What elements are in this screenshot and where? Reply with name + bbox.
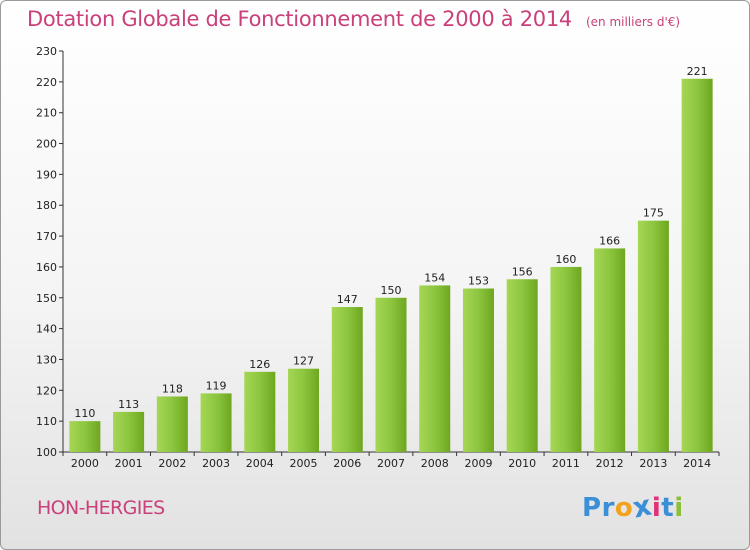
x-tick-label-2006: 2006: [333, 457, 361, 470]
bar-2005: [288, 368, 320, 452]
logo-letter: i: [651, 493, 662, 523]
value-label-2013: 175: [643, 207, 664, 220]
bar-2014: [681, 78, 713, 452]
logo-letter: t: [661, 493, 675, 523]
value-label-2003: 119: [206, 379, 227, 392]
x-tick-label-2000: 2000: [71, 457, 99, 470]
value-label-2012: 166: [599, 234, 620, 247]
x-tick-label-2007: 2007: [377, 457, 405, 470]
value-label-2006: 147: [337, 293, 358, 306]
y-tick-label: 150: [36, 292, 57, 305]
y-tick-label: 160: [36, 261, 57, 274]
proxiti-logo: Proxiti: [582, 488, 684, 524]
y-tick-label: 130: [36, 353, 57, 366]
y-tick-label: 200: [36, 138, 57, 151]
bar-2004: [244, 371, 276, 452]
value-label-2004: 126: [249, 358, 270, 371]
x-tick-label-2003: 2003: [202, 457, 230, 470]
y-tick-label: 120: [36, 384, 57, 397]
bar-2007: [375, 297, 407, 452]
bar-2012: [594, 248, 626, 452]
value-label-2001: 113: [118, 398, 139, 411]
bar-2003: [200, 393, 232, 452]
chart-title: Dotation Globale de Fonctionnement de 20…: [27, 7, 680, 31]
bar-2011: [550, 266, 582, 452]
x-tick-label-2010: 2010: [508, 457, 536, 470]
value-label-2008: 154: [424, 271, 445, 284]
bar-2002: [156, 396, 188, 452]
town-name: HON-HERGIES: [37, 497, 165, 519]
y-tick-label: 230: [36, 45, 57, 58]
bar-2006: [331, 307, 363, 452]
bar-2010: [506, 279, 538, 452]
axes: 100 110 120 130 140 150 160 170 180 190 200 210 220 2…: [36, 45, 720, 470]
value-label-2009: 153: [468, 275, 489, 288]
x-tick-label-2011: 2011: [552, 457, 580, 470]
y-tick-label: 110: [36, 415, 57, 428]
x-tick-label-2008: 2008: [421, 457, 449, 470]
x-tick-label-2014: 2014: [683, 457, 711, 470]
y-tick-label: 210: [36, 107, 57, 120]
value-label-2007: 150: [381, 284, 402, 297]
logo-letter: r: [601, 493, 615, 523]
bar-2013: [637, 220, 669, 452]
logo-letter: P: [582, 493, 602, 523]
logo-letter: o: [614, 493, 634, 523]
logo-letter: i: [674, 493, 684, 523]
x-tick-label-2004: 2004: [246, 457, 274, 470]
value-label-2000: 110: [74, 407, 95, 420]
x-tick-label-2012: 2012: [596, 457, 624, 470]
y-tick-label: 100: [36, 446, 57, 459]
x-tick-label-2013: 2013: [639, 457, 667, 470]
bar-2008: [419, 285, 451, 452]
bars: 110 113 118 119 126 127 147 150 154 153 156 160 166 1…: [69, 65, 713, 452]
bar-2001: [113, 411, 145, 452]
value-label-2002: 118: [162, 382, 183, 395]
bar-2009: [462, 288, 494, 452]
bar-2000: [69, 421, 101, 452]
x-tick-label-2009: 2009: [464, 457, 492, 470]
y-tick-label: 140: [36, 323, 57, 336]
value-label-2014: 221: [687, 65, 708, 78]
value-label-2010: 156: [512, 265, 533, 278]
x-tick-label-2005: 2005: [290, 457, 318, 470]
y-tick-label: 180: [36, 199, 57, 212]
y-tick-label: 190: [36, 168, 57, 181]
y-tick-label: 170: [36, 230, 57, 243]
chart-title-text: Dotation Globale de Fonctionnement de 20…: [27, 7, 572, 31]
x-tick-label-2001: 2001: [115, 457, 143, 470]
chart-subtitle: (en milliers d'€): [585, 15, 681, 29]
y-tick-label: 220: [36, 76, 57, 89]
x-tick-label-2002: 2002: [158, 457, 186, 470]
value-label-2005: 127: [293, 355, 314, 368]
value-label-2011: 160: [555, 253, 576, 266]
